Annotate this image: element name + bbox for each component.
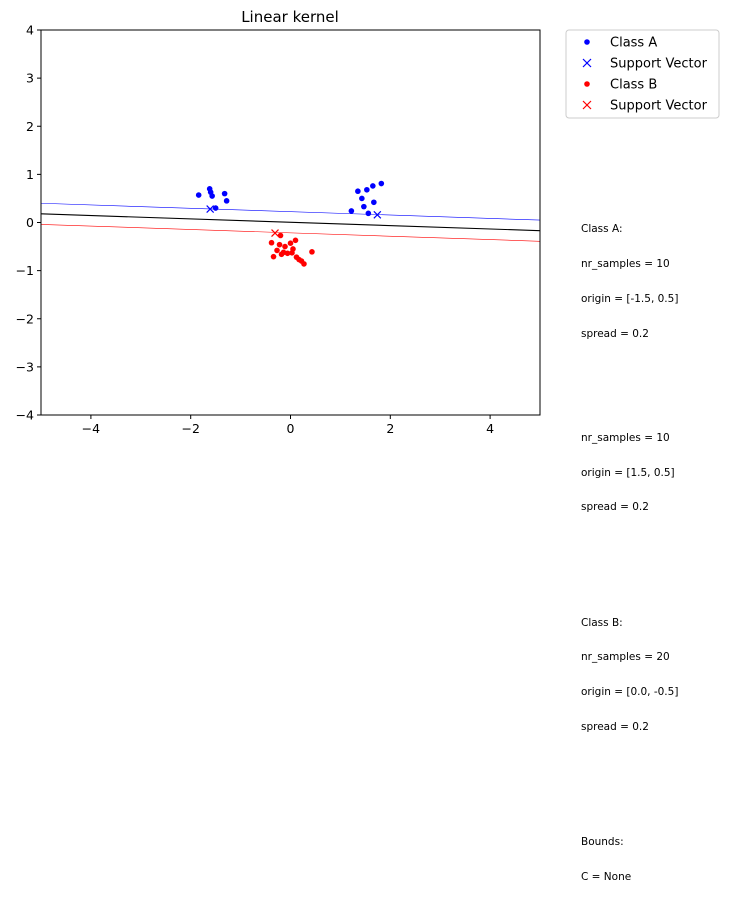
margin-line bbox=[40, 202, 541, 221]
legend-marker bbox=[584, 81, 590, 87]
margin-line bbox=[40, 224, 541, 242]
data-point bbox=[361, 203, 367, 210]
y-axis: −4 −3 −2 −1 0 1 2 3 4 bbox=[16, 23, 41, 423]
class-b-info: Class B: nr_samples = 20 origin = [0.0, … bbox=[581, 594, 727, 756]
info-line: nr_samples = 20 bbox=[581, 651, 670, 664]
info-panel: Class A: nr_samples = 10 origin = [-1.5,… bbox=[581, 178, 727, 898]
data-point bbox=[371, 199, 377, 206]
data-point bbox=[284, 250, 291, 257]
data-point bbox=[359, 195, 365, 202]
y-tick-label: 1 bbox=[26, 167, 34, 182]
data-point bbox=[277, 232, 284, 239]
y-tick-label: 0 bbox=[26, 215, 34, 230]
data-point bbox=[209, 193, 215, 199]
legend-item: Support Vector bbox=[582, 99, 708, 114]
class-a2-info: nr_samples = 10 origin = [1.5, 0.5] spre… bbox=[581, 410, 727, 538]
data-point bbox=[309, 249, 315, 255]
data-point bbox=[378, 180, 385, 187]
y-tick-label: 4 bbox=[26, 23, 34, 38]
info-line: Class B: bbox=[581, 616, 623, 629]
data-point bbox=[268, 239, 275, 246]
data-point bbox=[270, 253, 277, 260]
data-point bbox=[221, 190, 228, 197]
data-points bbox=[195, 180, 385, 267]
y-tick-label: −1 bbox=[16, 263, 34, 278]
legend-marker bbox=[582, 100, 592, 110]
data-point bbox=[364, 186, 370, 193]
chart-title: Linear kernel bbox=[241, 8, 339, 26]
legend-label: Class A bbox=[610, 36, 657, 51]
data-point bbox=[365, 210, 372, 217]
x-tick-label: −4 bbox=[82, 421, 100, 436]
x-tick-label: 4 bbox=[486, 421, 494, 436]
legend: Class A Support Vector Class B Support Vect… bbox=[565, 29, 720, 119]
legend-label: Class B bbox=[610, 78, 657, 93]
info-line: nr_samples = 10 bbox=[581, 431, 670, 444]
data-point bbox=[282, 243, 288, 250]
info-line: nr_samples = 10 bbox=[581, 258, 670, 271]
info-line: Class A: bbox=[581, 223, 623, 236]
data-point bbox=[301, 261, 307, 267]
data-point bbox=[355, 188, 361, 195]
data-point bbox=[370, 183, 376, 189]
chart: Linear kernel −4 −2 0 2 4 −4 −3 −2 −1 0 1 2 3 4 Clas… bbox=[16, 8, 720, 436]
x-tick-label: −2 bbox=[181, 421, 199, 436]
data-point bbox=[274, 247, 280, 254]
decision-boundary-line bbox=[40, 213, 541, 232]
info-line: C = None bbox=[581, 870, 632, 883]
info-line: Bounds: bbox=[581, 836, 624, 849]
data-point bbox=[212, 205, 219, 211]
info-line: spread = 0.2 bbox=[581, 327, 649, 340]
y-tick-label: 2 bbox=[26, 119, 34, 134]
data-point bbox=[276, 241, 283, 248]
info-line: spread = 0.2 bbox=[581, 720, 649, 733]
y-tick-label: −4 bbox=[16, 408, 34, 423]
y-tick-label: −2 bbox=[16, 311, 34, 326]
info-line: origin = [-1.5, 0.5] bbox=[581, 292, 679, 305]
legend-box bbox=[565, 29, 720, 119]
class-a-info: Class A: nr_samples = 10 origin = [-1.5,… bbox=[581, 201, 727, 363]
info-line: origin = [1.5, 0.5] bbox=[581, 466, 675, 479]
y-tick-label: 3 bbox=[26, 71, 34, 86]
data-point bbox=[195, 192, 202, 198]
data-point bbox=[292, 237, 299, 244]
legend-item: Class B bbox=[584, 78, 657, 93]
legend-marker bbox=[584, 39, 590, 45]
bounds-info: Bounds: C = None bbox=[581, 814, 727, 898]
y-tick-label: −3 bbox=[16, 359, 34, 374]
legend-item: Support Vector bbox=[582, 57, 708, 72]
data-point bbox=[348, 208, 355, 214]
legend-label: Support Vector bbox=[610, 99, 708, 114]
fit-lines bbox=[40, 202, 541, 242]
legend-marker bbox=[582, 58, 592, 68]
support-vector-point bbox=[206, 205, 215, 213]
x-axis: −4 −2 0 2 4 bbox=[82, 415, 494, 436]
data-point bbox=[287, 240, 294, 246]
legend-label: Support Vector bbox=[610, 57, 708, 72]
info-line: origin = [0.0, -0.5] bbox=[581, 686, 679, 699]
support-vector-point bbox=[373, 210, 382, 219]
x-tick-label: 2 bbox=[386, 421, 394, 436]
x-tick-label: 0 bbox=[287, 421, 295, 436]
data-point bbox=[223, 198, 230, 204]
info-line: spread = 0.2 bbox=[581, 501, 649, 514]
support-vector-point bbox=[271, 229, 279, 238]
data-point bbox=[290, 246, 296, 252]
legend-item: Class A bbox=[584, 36, 657, 51]
